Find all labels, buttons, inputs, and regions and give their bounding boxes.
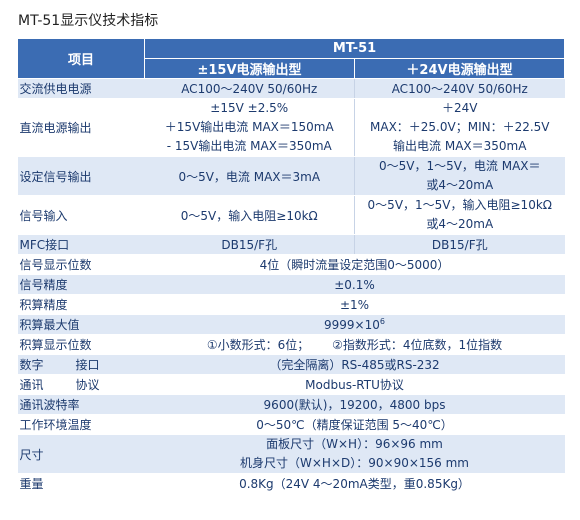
- row-label-mfc: MFC接口: [17, 234, 145, 255]
- cell-line: 机身尺寸（W×H×D）：90×90×156 mm: [240, 456, 469, 470]
- row-label-integral-accuracy: 积算精度: [17, 294, 145, 315]
- table-row: 信号输入 0～5V，输入电阻≥10kΩ 0～5V，1～5V，输入电阻≥10kΩ …: [17, 195, 565, 235]
- cell-line: 或4～20mA: [426, 178, 494, 192]
- table-row: 通讯 协议 Modbus-RTU协议: [17, 374, 565, 395]
- cell-size: 面板尺寸（W×H）：96×96 mm 机身尺寸（W×H×D）：90×90×156…: [144, 434, 565, 474]
- table-row: 设定信号输出 0～5V，电流 MAX＝3mA 0～5V，1～5V，电流 MAX＝…: [17, 156, 565, 196]
- row-label-ac-power: 交流供电电源: [17, 78, 145, 99]
- table-row: 积算精度 ±1%: [17, 294, 565, 315]
- cell-line: 或4～20mA: [426, 217, 494, 231]
- table-row: 工作环境温度 0～50℃（精度保证范围 5～40℃）: [17, 414, 565, 435]
- spec-table: 项目 MT-51 ±15V电源输出型 ＋24V电源输出型 交流供电电源 AC10…: [17, 38, 566, 494]
- cell-line: - 15V输出电流 MAX＝350mA: [166, 139, 332, 153]
- table-row: 积算显示位数 ①小数形式：6位； ②指数形式：4位底数，1位指数: [17, 334, 565, 355]
- cell-line: 0～5V，1～5V，电流 MAX＝: [378, 159, 541, 173]
- cell-dc-output-15v: ±15V ±2.5% ＋15V输出电流 MAX＝150mA - 15V输出电流 …: [144, 98, 355, 157]
- row-label-integral-max: 积算最大值: [17, 314, 145, 335]
- row-label-baud-rate: 通讯波特率: [17, 394, 145, 415]
- row-label-integral-digits: 积算显示位数: [17, 334, 145, 355]
- cell-comm-protocol: Modbus-RTU协议: [144, 374, 565, 395]
- cell-set-output-15v: 0～5V，电流 MAX＝3mA: [144, 156, 355, 196]
- integral-digits-exponent: ②指数形式：4位底数，1位指数: [332, 338, 503, 352]
- cell-digital-interface: （完全隔离）RS-485或RS-232: [144, 354, 565, 375]
- row-label-env-temp: 工作环境温度: [17, 414, 145, 435]
- cell-env-temp: 0～50℃（精度保证范围 5～40℃）: [144, 414, 565, 435]
- header-col-15v: ±15V电源输出型: [144, 58, 355, 79]
- cell-set-output-24v: 0～5V，1～5V，电流 MAX＝ 或4～20mA: [353, 156, 565, 196]
- cell-line: ＋15V输出电流 MAX＝150mA: [164, 120, 334, 134]
- row-label-part: 协议: [75, 378, 100, 392]
- row-label-part: 通讯: [19, 378, 44, 392]
- row-label-dc-output: 直流电源输出: [17, 98, 145, 157]
- table-row: 通讯波特率 9600(默认)，19200，4800 bps: [17, 394, 565, 415]
- row-label-part: 数字: [19, 358, 44, 372]
- cell-line: 0～5V，1～5V，输入电阻≥10kΩ: [367, 198, 552, 212]
- row-label-digital-interface: 数字 接口: [17, 354, 145, 375]
- integral-max-exponent: 6: [379, 317, 385, 326]
- cell-line: MAX：＋25.0V；MIN：＋22.5V: [370, 120, 550, 134]
- row-label-comm-protocol: 通讯 协议: [17, 374, 145, 395]
- row-label-signal-input: 信号输入: [17, 195, 145, 235]
- table-row: 交流供电电源 AC100～240V 50/60Hz AC100～240V 50/…: [17, 78, 565, 99]
- row-label-size: 尺寸: [17, 434, 145, 474]
- cell-ac-power-15v: AC100～240V 50/60Hz: [144, 78, 355, 99]
- cell-line: 输出电流 MAX＝350mA: [393, 139, 527, 153]
- header-item: 项目: [17, 38, 145, 79]
- cell-line: ±15V ±2.5%: [210, 101, 289, 115]
- cell-line: ＋24V: [442, 101, 478, 115]
- table-row: 重量 0.8Kg（24V 4～20mA类型，重0.85Kg）: [17, 473, 565, 494]
- cell-integral-max: 9999×106: [144, 314, 565, 335]
- row-label-text: 直流电源输出: [19, 121, 92, 135]
- header-model: MT-51: [143, 38, 566, 59]
- row-label-signal-accuracy: 信号精度: [17, 274, 145, 295]
- table-row: 信号显示位数 4位（瞬时流量设定范围0～5000）: [17, 254, 565, 275]
- header-col-24v: ＋24V电源输出型: [353, 58, 566, 79]
- row-label-display-digits: 信号显示位数: [17, 254, 145, 275]
- table-row: MFC接口 DB15/F孔 DB15/F孔: [17, 234, 565, 255]
- cell-dc-output-24v: ＋24V MAX：＋25.0V；MIN：＋22.5V 输出电流 MAX＝350m…: [353, 98, 565, 157]
- table-row: 积算最大值 9999×106: [17, 314, 565, 335]
- table-row: 尺寸 面板尺寸（W×H）：96×96 mm 机身尺寸（W×H×D）：90×90×…: [17, 434, 565, 474]
- cell-signal-input-24v: 0～5V，1～5V，输入电阻≥10kΩ 或4～20mA: [353, 195, 565, 235]
- table-row: 信号精度 ±0.1%: [17, 274, 565, 295]
- table-row: 数字 接口 （完全隔离）RS-485或RS-232: [17, 354, 565, 375]
- row-label-set-output: 设定信号输出: [17, 156, 145, 196]
- integral-max-base: 9999×10: [324, 318, 380, 332]
- cell-mfc-15v: DB15/F孔: [144, 234, 355, 255]
- document-title: MT-51显示仪技术指标: [18, 13, 159, 29]
- cell-mfc-24v: DB15/F孔: [353, 234, 565, 255]
- row-label-part: 接口: [75, 358, 100, 372]
- cell-line: 面板尺寸（W×H）：96×96 mm: [266, 437, 443, 451]
- cell-signal-input-15v: 0～5V，输入电阻≥10kΩ: [144, 195, 355, 235]
- cell-signal-accuracy: ±0.1%: [144, 274, 565, 295]
- row-label-weight: 重量: [17, 473, 145, 494]
- cell-ac-power-24v: AC100～240V 50/60Hz: [353, 78, 565, 99]
- table-row: 直流电源输出 ±15V ±2.5% ＋15V输出电流 MAX＝150mA - 1…: [17, 98, 565, 157]
- cell-display-digits: 4位（瞬时流量设定范围0～5000）: [144, 254, 565, 275]
- cell-integral-digits: ①小数形式：6位； ②指数形式：4位底数，1位指数: [144, 334, 565, 355]
- integral-digits-decimal: ①小数形式：6位；: [206, 338, 310, 352]
- cell-integral-accuracy: ±1%: [144, 294, 565, 315]
- cell-baud-rate: 9600(默认)，19200，4800 bps: [144, 394, 565, 415]
- cell-weight: 0.8Kg（24V 4～20mA类型，重0.85Kg）: [144, 473, 565, 494]
